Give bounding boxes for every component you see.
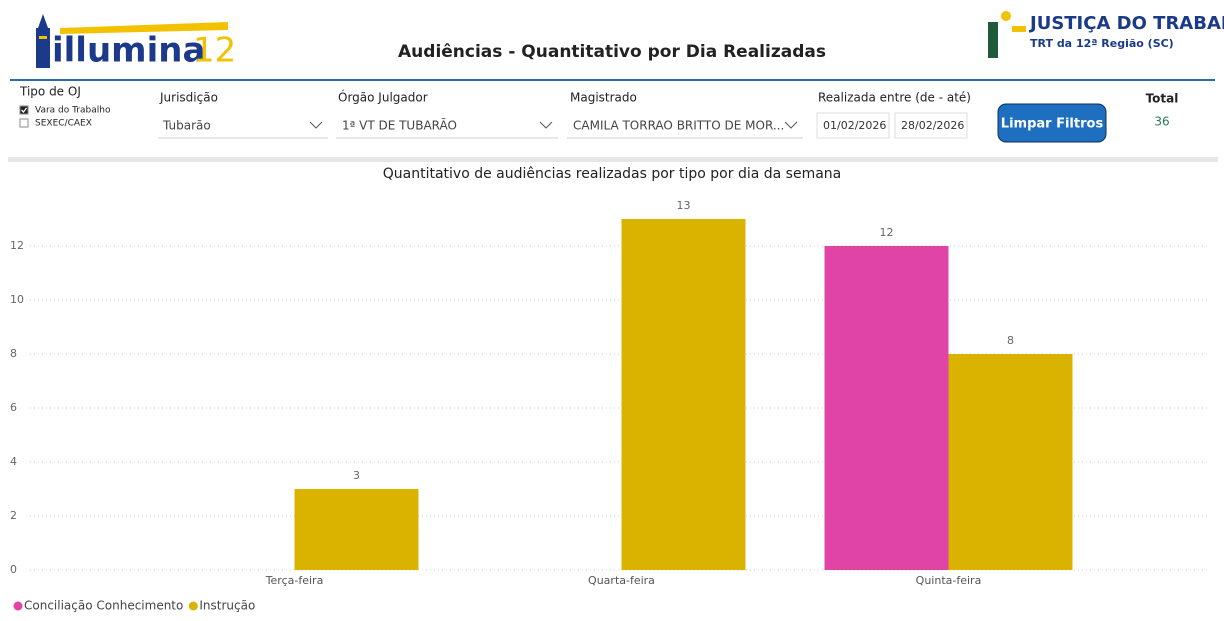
logo-suffix: 12	[193, 31, 236, 71]
dropdown-value: Tubarão	[162, 119, 211, 133]
data-label: 13	[677, 199, 691, 212]
y-tick-label: 12	[10, 239, 24, 252]
button-label: Limpar Filtros	[1001, 117, 1104, 132]
logo-text: illumina	[52, 31, 205, 71]
bar	[824, 246, 949, 570]
y-tick-label: 10	[10, 293, 24, 306]
logo-beam	[60, 22, 228, 34]
dropdown-value: 1ª VT DE TUBARÃO	[342, 118, 457, 133]
options: Vara do Trabalho SEXEC/CAEX	[19, 105, 111, 129]
clear-button[interactable]	[997, 103, 1107, 143]
date-value: 01/02/2026	[823, 119, 886, 132]
date-value: 28/02/2026	[901, 119, 964, 132]
data-label: 12	[880, 226, 894, 239]
brand-icon	[988, 22, 998, 58]
brand-bar	[1012, 26, 1026, 32]
x-tick-label: Quarta-feira	[588, 574, 655, 587]
filter-label: Órgão Julgador	[338, 90, 428, 105]
brand-dot	[1001, 11, 1011, 21]
option-label: SEXEC/CAEX	[35, 119, 92, 129]
date-input[interactable]	[894, 112, 968, 139]
y-tick-label: 4	[10, 455, 17, 468]
filter-label: Magistrado	[570, 91, 637, 105]
logo: illumina 12	[36, 14, 236, 71]
y-tick-label: 2	[10, 509, 17, 522]
dropdown-value: CAMILA TORRAO BRITTO DE MOR...	[573, 119, 784, 133]
y-tick-label: 0	[10, 563, 17, 576]
lighthouse	[36, 28, 50, 68]
legend-swatch	[13, 601, 23, 611]
dropdown[interactable]	[158, 113, 328, 138]
x-tick-label: Terça-feira	[265, 574, 324, 587]
date-input[interactable]	[816, 112, 890, 139]
bar	[294, 489, 419, 570]
chevron	[309, 121, 323, 129]
legend-label: Instrução	[199, 599, 255, 613]
data-label: 3	[353, 469, 360, 482]
data-label: 8	[1007, 334, 1014, 347]
brand-name: JUSTIÇA DO TRABALHO	[1028, 13, 1224, 34]
brand-sub: TRT da 12ª Região (SC)	[1030, 37, 1174, 50]
total-label: Total	[1146, 92, 1179, 106]
total-value: 36	[1154, 115, 1169, 129]
lighthouse-light	[39, 36, 47, 39]
lighthouse-top	[38, 14, 48, 28]
filter-label: Jurisdição	[159, 91, 218, 105]
checkbox[interactable]	[19, 118, 29, 128]
legend-label: Conciliação Conhecimento	[24, 599, 183, 613]
chevron	[539, 121, 553, 129]
filter-label: Tipo de OJ	[19, 85, 81, 99]
bar	[621, 219, 746, 570]
chart-title: Quantitativo de audiências realizadas po…	[383, 166, 842, 182]
checkmark	[21, 107, 28, 113]
chevron	[784, 121, 798, 129]
page-title: Audiências - Quantitativo por Dia Realiz…	[398, 42, 826, 62]
legend-swatch	[188, 601, 198, 611]
plot: 0 2 4 6 8 10 12 Terça-feira 3 Quarta-feira 13 Quint…	[10, 199, 1210, 613]
y-tick-label: 6	[10, 401, 17, 414]
bar	[948, 354, 1073, 570]
x-tick-label: Quinta-feira	[916, 574, 982, 587]
y-tick-label: 8	[10, 347, 17, 360]
section-shadow	[8, 157, 1218, 162]
option-label: Vara do Trabalho	[35, 106, 111, 116]
filter-label: Realizada entre (de - até)	[818, 91, 971, 105]
checkbox[interactable]	[19, 105, 29, 115]
brand: JUSTIÇA DO TRABALHO TRT da 12ª Região (S…	[988, 11, 1224, 58]
